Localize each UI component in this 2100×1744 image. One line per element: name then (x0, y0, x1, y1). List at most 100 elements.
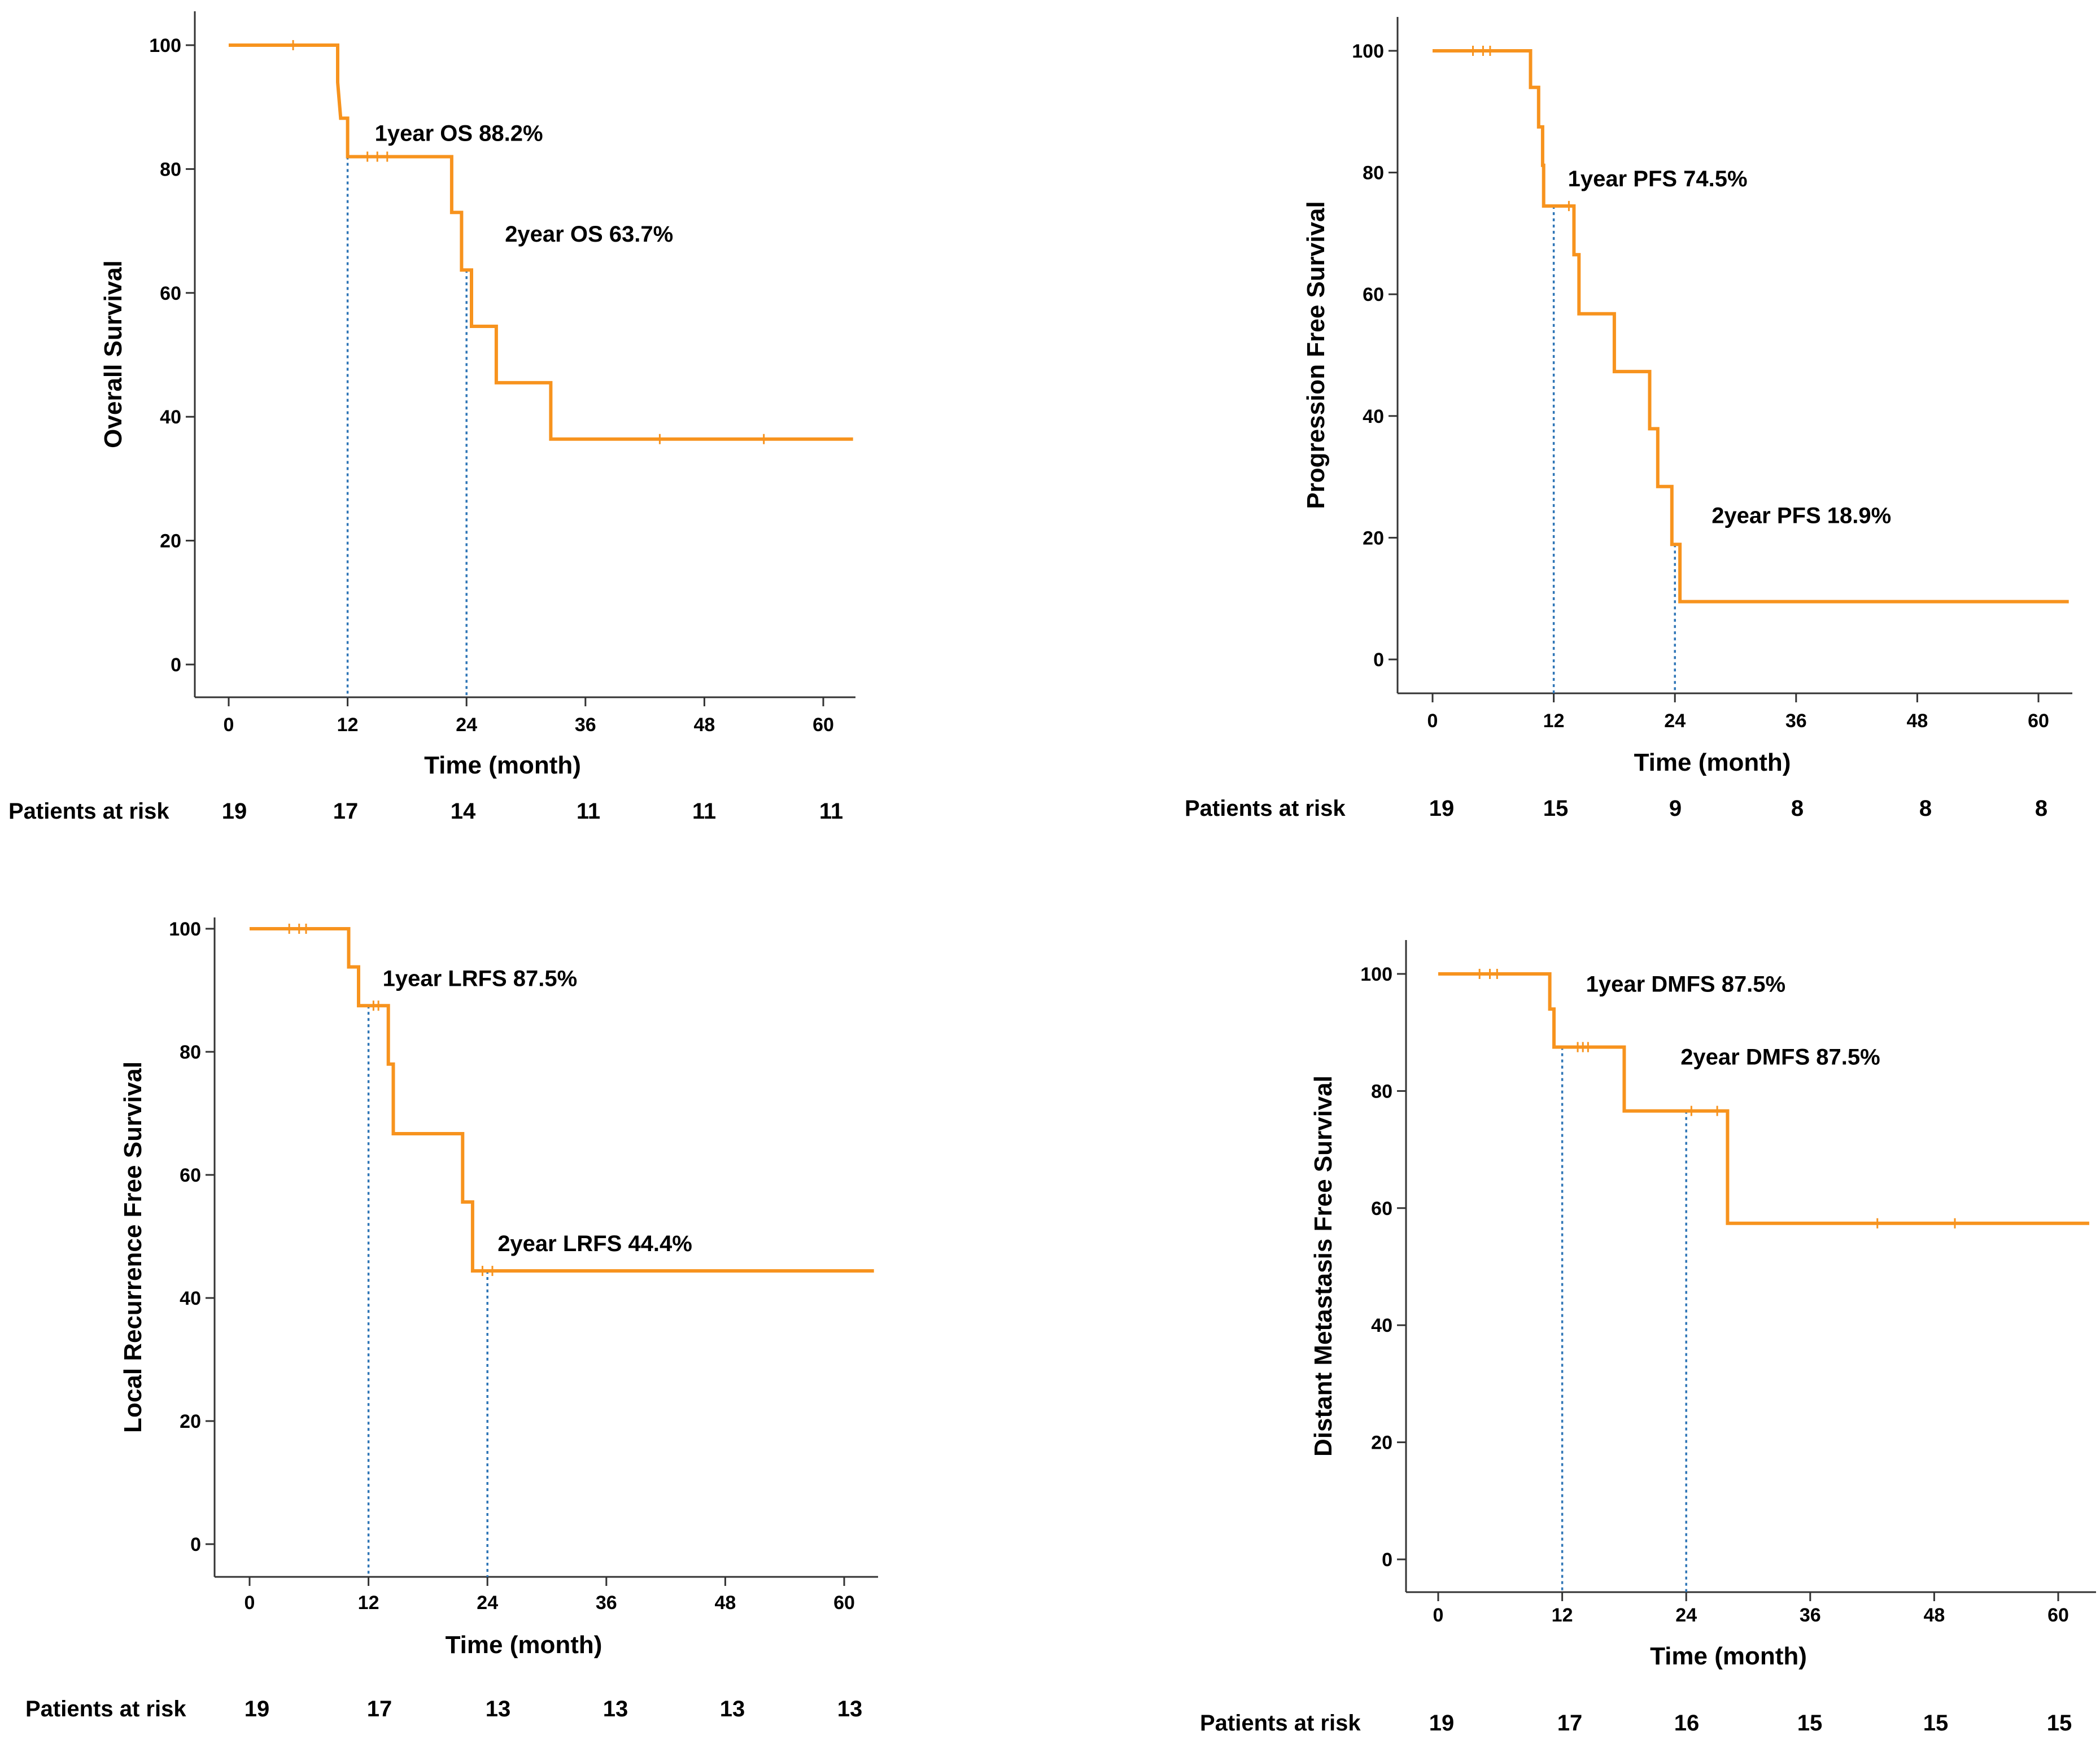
annotation-1year: 1year OS 88.2% (375, 121, 543, 146)
y-tick-label: 80 (160, 159, 181, 180)
y-tick-label: 100 (169, 919, 201, 940)
y-tick-label: 80 (1371, 1081, 1392, 1102)
y-tick-label: 0 (171, 654, 181, 676)
x-tick-label: 0 (1433, 1605, 1444, 1626)
annotation-2year: 2year DMFS 87.5% (1680, 1045, 1880, 1070)
risk-count: 13 (720, 1697, 745, 1721)
x-tick-label: 48 (693, 714, 715, 736)
y-tick-label: 60 (1371, 1198, 1392, 1220)
km-curve (229, 43, 853, 441)
annotation-1year: 1year PFS 74.5% (1568, 167, 1748, 191)
risk-table-label: Patients at risk (8, 799, 169, 824)
y-axis-title: Local Recurrence Free Survival (119, 1061, 147, 1433)
risk-count: 16 (1674, 1711, 1700, 1736)
annotation-2year: 2year OS 63.7% (505, 222, 673, 247)
x-tick-label: 48 (1923, 1605, 1945, 1626)
x-axis-title: Time (month) (446, 1631, 603, 1659)
x-tick-label: 24 (477, 1592, 498, 1614)
risk-count: 11 (819, 799, 843, 824)
y-tick-label: 80 (180, 1042, 201, 1063)
x-axis-title: Time (month) (1650, 1642, 1807, 1670)
annotation-1year: 1year DMFS 87.5% (1586, 972, 1786, 997)
x-tick-label: 12 (1552, 1605, 1573, 1626)
x-tick-label: 0 (245, 1592, 255, 1614)
risk-table-label: Patients at risk (1185, 796, 1346, 821)
risk-count: 19 (1429, 796, 1455, 821)
y-tick-label: 60 (180, 1165, 201, 1186)
x-tick-label: 12 (337, 714, 359, 736)
risk-count: 17 (367, 1697, 392, 1721)
y-tick-label: 40 (1363, 406, 1384, 427)
risk-count: 8 (1919, 796, 1932, 821)
risk-count: 8 (1791, 796, 1804, 821)
panel-overall-survival: 0 20 40 60 80 100 0 12 24 36 48 60 Time (month) Overa… (8, 11, 855, 824)
y-tick-label: 60 (1363, 284, 1384, 305)
y-tick-label: 0 (1373, 649, 1384, 671)
y-tick-label: 60 (160, 283, 181, 304)
y-tick-label: 40 (160, 407, 181, 428)
risk-count: 13 (837, 1697, 863, 1721)
risk-count: 15 (1797, 1711, 1823, 1736)
risk-count: 15 (1923, 1711, 1949, 1736)
annotation-2year: 2year PFS 18.9% (1712, 503, 1891, 528)
risk-table-label: Patients at risk (1200, 1711, 1361, 1736)
x-tick-label: 36 (575, 714, 596, 736)
x-tick-label: 60 (813, 714, 834, 736)
x-tick-label: 0 (224, 714, 234, 736)
x-tick-label: 36 (1800, 1605, 1821, 1626)
x-axis-title: Time (month) (1634, 749, 1791, 776)
x-tick-label: 36 (596, 1592, 617, 1614)
y-tick-label: 20 (1371, 1432, 1392, 1454)
risk-table-label: Patients at risk (25, 1697, 186, 1721)
x-tick-label: 60 (2028, 710, 2049, 732)
y-axis-title: Progression Free Survival (1302, 201, 1330, 509)
risk-count: 14 (451, 799, 476, 824)
y-tick-label: 80 (1363, 163, 1384, 184)
x-tick-label: 48 (714, 1592, 736, 1614)
risk-count: 13 (486, 1697, 511, 1721)
x-tick-label: 48 (1906, 710, 1928, 732)
risk-count: 17 (1557, 1711, 1583, 1736)
risk-count: 19 (222, 799, 247, 824)
risk-count: 19 (245, 1697, 270, 1721)
y-tick-label: 0 (1382, 1549, 1392, 1571)
y-tick-label: 20 (160, 531, 181, 552)
x-tick-label: 24 (1664, 710, 1686, 732)
km-curve (250, 927, 874, 1273)
y-tick-label: 100 (149, 35, 181, 56)
x-tick-label: 24 (1675, 1605, 1697, 1626)
x-tick-label: 12 (1543, 710, 1565, 732)
annotation-2year: 2year LRFS 44.4% (497, 1231, 692, 1256)
risk-count: 8 (2035, 796, 2047, 821)
risk-count: 11 (692, 799, 716, 824)
x-tick-label: 60 (2047, 1605, 2069, 1626)
x-tick-label: 0 (1427, 710, 1438, 732)
risk-count: 9 (1669, 796, 1682, 821)
y-tick-label: 100 (1352, 41, 1384, 62)
y-tick-label: 40 (1371, 1315, 1392, 1336)
risk-count: 13 (603, 1697, 628, 1721)
y-tick-label: 20 (1363, 527, 1384, 549)
x-tick-label: 12 (358, 1592, 379, 1614)
y-tick-label: 0 (190, 1534, 201, 1555)
risk-count: 11 (577, 799, 600, 824)
x-axis-title: Time (month) (424, 751, 581, 779)
y-axis-title: Distant Metastasis Free Survival (1309, 1076, 1337, 1457)
risk-count: 19 (1429, 1711, 1455, 1736)
x-tick-label: 36 (1785, 710, 1807, 732)
y-axis-title: Overall Survival (99, 260, 127, 448)
y-tick-label: 40 (180, 1288, 201, 1309)
km-curve (1433, 49, 2069, 604)
x-tick-label: 24 (456, 714, 477, 736)
y-tick-label: 20 (180, 1411, 201, 1432)
y-tick-label: 100 (1360, 964, 1392, 985)
annotation-1year: 1year LRFS 87.5% (383, 966, 578, 991)
panel-local-recurrence-free-survival: 0 20 40 60 80 100 0 12 24 36 48 60 Time (month) Local… (25, 917, 878, 1721)
risk-count: 17 (333, 799, 359, 824)
risk-count: 15 (1543, 796, 1569, 821)
km-curve (1438, 972, 2089, 1225)
risk-count: 15 (2047, 1711, 2072, 1736)
panel-progression-free-survival: 0 20 40 60 80 100 0 12 24 36 48 60 Time (month) Progr… (1185, 17, 2072, 821)
x-tick-label: 60 (833, 1592, 855, 1614)
